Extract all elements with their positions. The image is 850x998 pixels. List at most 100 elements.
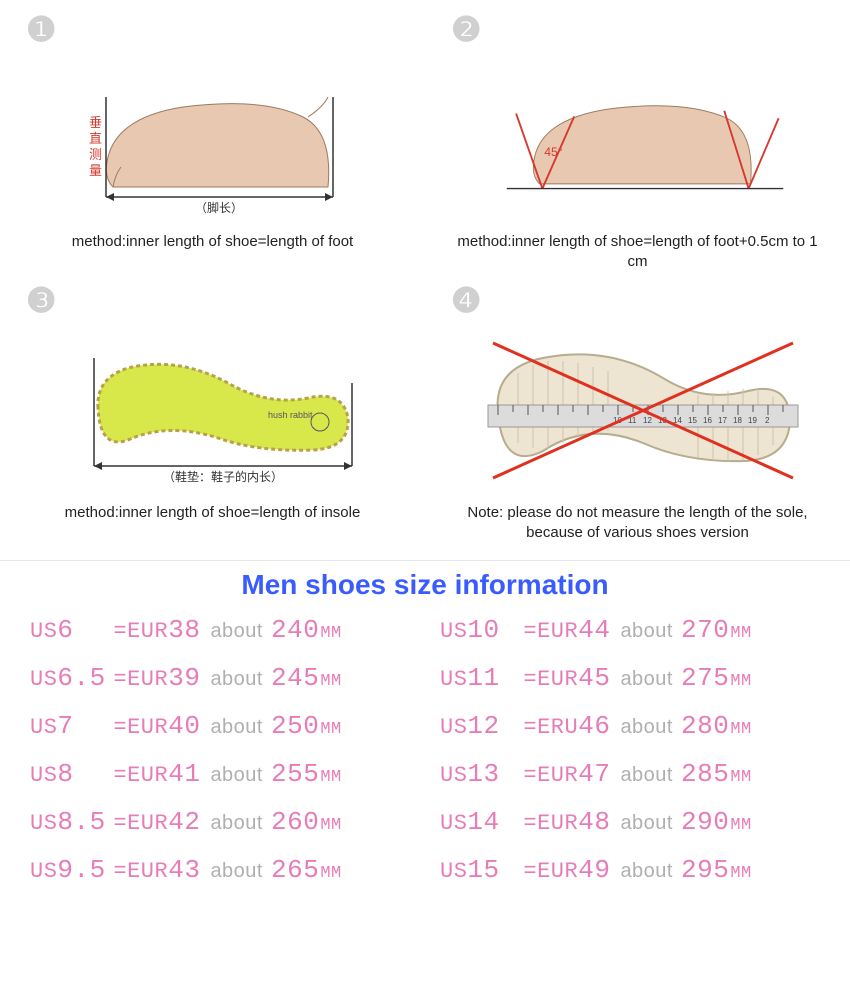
size-column-right: US10=EUR44about270MMUS11=EUR45about275MM… [440, 615, 820, 903]
sole-wrong-diagram: 1011 1213 1415 1617 1819 2 [468, 323, 808, 493]
eur-size: 44 [578, 615, 610, 645]
eur-label: EUR [127, 667, 168, 692]
us-label: US [30, 763, 57, 788]
about-word: about [210, 620, 263, 643]
eur-size: 45 [578, 663, 610, 693]
eur-label: EUR [127, 715, 168, 740]
mm-value: 240 [271, 615, 319, 645]
mm-unit: MM [320, 816, 341, 835]
eur-size: 41 [168, 759, 200, 789]
eur-label: ERU [537, 715, 578, 740]
mm-value: 290 [681, 807, 729, 837]
mm-value: 280 [681, 711, 729, 741]
equals-sign: = [113, 859, 127, 884]
mm-unit: MM [320, 672, 341, 691]
equals-sign: = [113, 763, 127, 788]
equals-sign: = [523, 715, 537, 740]
eur-label: EUR [537, 763, 578, 788]
eur-label: EUR [537, 667, 578, 692]
equals-sign: = [523, 619, 537, 644]
equals-sign: = [113, 667, 127, 692]
us-label: US [30, 811, 57, 836]
eur-size: 49 [578, 855, 610, 885]
mm-value: 260 [271, 807, 319, 837]
equals-sign: = [523, 811, 537, 836]
us-size: 12 [467, 711, 523, 741]
mm-unit: MM [320, 624, 341, 643]
method-1: ❶ （脚长） 垂 直 测 量 method:in [20, 10, 405, 271]
about-word: about [620, 860, 673, 883]
method-1-caption: method:inner length of shoe=length of fo… [20, 232, 405, 252]
about-word: about [210, 812, 263, 835]
about-word: about [620, 764, 673, 787]
method-1-diagram: （脚长） 垂 直 测 量 [20, 52, 405, 222]
svg-text:测: 测 [89, 147, 102, 162]
method-4: ❹ [445, 281, 830, 542]
mm-unit: MM [320, 864, 341, 883]
mm-unit: MM [730, 672, 751, 691]
us-label: US [30, 859, 57, 884]
method-4-caption: Note: please do not measure the length o… [445, 503, 830, 542]
measurement-methods-grid: ❶ （脚长） 垂 直 测 量 method:in [0, 0, 850, 542]
us-size: 9.5 [57, 855, 113, 885]
about-word: about [620, 716, 673, 739]
us-label: US [440, 763, 467, 788]
equals-sign: = [113, 715, 127, 740]
size-row: US8.5=EUR42about260MM [30, 807, 410, 837]
mm-value: 245 [271, 663, 319, 693]
us-label: US [30, 715, 57, 740]
us-size: 15 [467, 855, 523, 885]
mm-value: 250 [271, 711, 319, 741]
mm-unit: MM [730, 768, 751, 787]
eur-size: 46 [578, 711, 610, 741]
about-word: about [210, 764, 263, 787]
svg-text:15: 15 [688, 416, 697, 425]
foot-diagram-1: （脚长） 垂 直 测 量 [63, 57, 363, 217]
size-table: US6=EUR38about240MMUS6.5=EUR39about245MM… [0, 615, 850, 903]
insole-length-label: （鞋垫：鞋子的内长） [162, 469, 282, 484]
eur-size: 48 [578, 807, 610, 837]
method-number-3: ❸ [26, 281, 405, 321]
equals-sign: = [523, 667, 537, 692]
svg-text:19: 19 [748, 416, 757, 425]
eur-label: EUR [127, 811, 168, 836]
us-size: 14 [467, 807, 523, 837]
angle-label: 45° [544, 145, 563, 159]
eur-label: EUR [127, 619, 168, 644]
svg-text:16: 16 [703, 416, 712, 425]
size-row: US7=EUR40about250MM [30, 711, 410, 741]
mm-value: 285 [681, 759, 729, 789]
eur-label: EUR [537, 859, 578, 884]
mm-unit: MM [320, 720, 341, 739]
eur-size: 38 [168, 615, 200, 645]
about-word: about [210, 716, 263, 739]
us-label: US [440, 619, 467, 644]
about-word: about [210, 668, 263, 691]
vertical-measure-label: 垂 [89, 115, 102, 130]
about-word: about [620, 620, 673, 643]
us-size: 11 [467, 663, 523, 693]
svg-text:12: 12 [643, 416, 652, 425]
eur-label: EUR [127, 859, 168, 884]
eur-size: 39 [168, 663, 200, 693]
eur-label: EUR [127, 763, 168, 788]
eur-label: EUR [537, 619, 578, 644]
mm-unit: MM [730, 816, 751, 835]
equals-sign: = [523, 859, 537, 884]
foot-diagram-2: 45° [488, 57, 788, 217]
us-size: 13 [467, 759, 523, 789]
eur-label: EUR [537, 811, 578, 836]
mm-value: 255 [271, 759, 319, 789]
size-row: US8=EUR41about255MM [30, 759, 410, 789]
mm-value: 270 [681, 615, 729, 645]
svg-text:18: 18 [733, 416, 742, 425]
us-label: US [440, 811, 467, 836]
method-2-caption: method:inner length of shoe=length of fo… [445, 232, 830, 271]
eur-size: 47 [578, 759, 610, 789]
about-word: about [620, 668, 673, 691]
eur-size: 43 [168, 855, 200, 885]
size-row: US10=EUR44about270MM [440, 615, 820, 645]
size-column-left: US6=EUR38about240MMUS6.5=EUR39about245MM… [30, 615, 410, 903]
mm-unit: MM [320, 768, 341, 787]
us-size: 10 [467, 615, 523, 645]
